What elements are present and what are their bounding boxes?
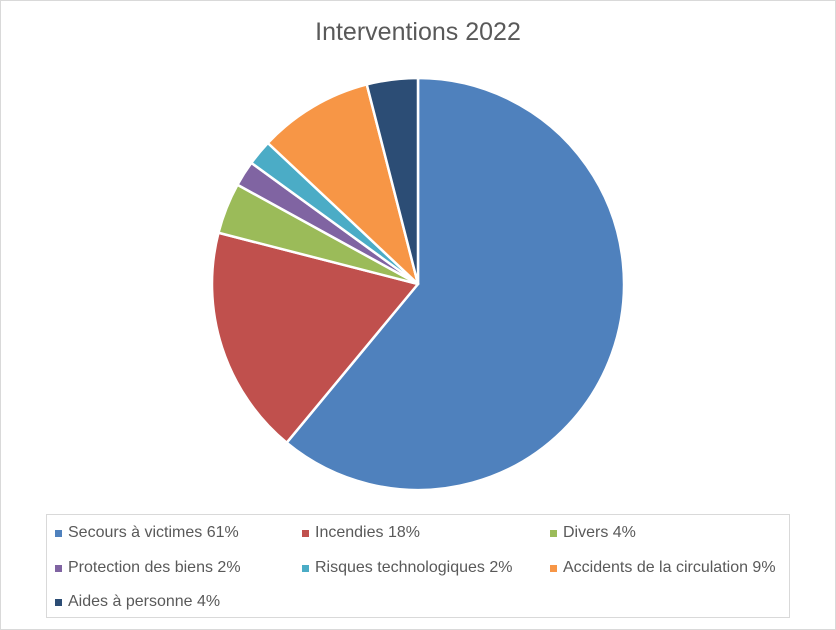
legend-item-protection: Protection des biens 2% bbox=[55, 559, 241, 577]
legend-label: Secours à victimes 61% bbox=[68, 524, 239, 541]
legend-label: Incendies 18% bbox=[315, 524, 420, 541]
legend-item-secours: Secours à victimes 61% bbox=[55, 524, 239, 542]
chart-legend: Secours à victimes 61% Incendies 18% Div… bbox=[46, 514, 790, 618]
legend-swatch bbox=[55, 529, 62, 537]
legend-item-incendies: Incendies 18% bbox=[302, 524, 420, 542]
legend-label: Aides à personne 4% bbox=[68, 593, 221, 610]
pie-chart bbox=[210, 76, 626, 492]
legend-label: Risques technologiques 2% bbox=[315, 559, 513, 576]
pie-slice-secours-a-victimes bbox=[285, 76, 626, 492]
legend-swatch bbox=[550, 564, 557, 572]
legend-item-risques: Risques technologiques 2% bbox=[302, 559, 512, 577]
legend-swatch bbox=[550, 529, 557, 537]
legend-label: Accidents de la circulation 9% bbox=[563, 559, 776, 576]
legend-item-divers: Divers 4% bbox=[550, 524, 636, 542]
legend-item-accidents: Accidents de la circulation 9% bbox=[550, 559, 776, 577]
legend-swatch bbox=[55, 564, 62, 572]
legend-swatch bbox=[55, 598, 62, 606]
pie-slice-accidents-de-la-circulation bbox=[266, 83, 420, 286]
legend-swatch bbox=[302, 529, 309, 537]
pie-slice-aides-a-personne bbox=[365, 76, 420, 286]
legend-swatch bbox=[302, 564, 309, 572]
legend-item-aides: Aides à personne 4% bbox=[55, 593, 220, 611]
chart-title: Interventions 2022 bbox=[315, 18, 521, 46]
pie-slice-incendies bbox=[210, 231, 420, 444]
legend-label: Protection des biens 2% bbox=[68, 559, 241, 576]
legend-label: Divers 4% bbox=[563, 524, 636, 541]
